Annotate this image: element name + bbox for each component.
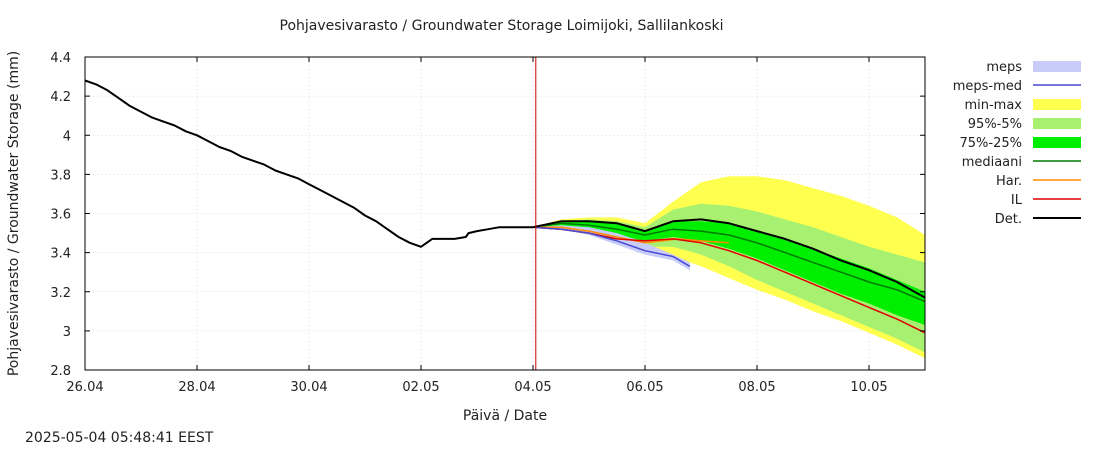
legend-label: IL [1011,193,1023,208]
x-tick-label: 04.05 [514,380,551,395]
y-tick-label: 3.8 [50,168,71,183]
y-tick-label: 4.2 [50,90,71,105]
chart-title: Pohjavesivarasto / Groundwater Storage L… [279,18,724,34]
timestamp: 2025-05-04 05:48:41 EEST [25,430,214,446]
x-tick-label: 02.05 [402,380,439,395]
series-Har. [533,226,730,244]
legend: meps meps-med min-max 95%-5% 75%-25% mediaani… [953,60,1081,227]
series-meps-med [532,226,691,267]
band-min-max [533,176,925,359]
bands-layer [533,176,925,359]
y-tick-label: 2.8 [50,364,71,379]
series-layer [84,79,926,334]
y-tick-label: 3.6 [50,208,71,223]
legend-swatch [1033,118,1081,129]
y-tick-label: 3.4 [50,247,71,262]
legend-label: mediaani [962,155,1022,170]
legend-label: 95%-5% [968,117,1022,132]
x-tick-label: 08.05 [738,380,775,395]
legend-label: Har. [996,174,1022,189]
legend-label: 75%-25% [960,136,1022,151]
legend-label: Det. [995,212,1022,227]
axis-ticks: 26.04 28.04 30.04 02.05 04.05 06.05 08.05 10.05… [50,51,925,395]
legend-label: meps [986,60,1022,75]
legend-swatch [1033,99,1081,110]
x-tick-label: 30.04 [290,380,327,395]
x-axis-label: Päivä / Date [463,408,547,424]
y-tick-label: 4.4 [50,51,71,66]
y-tick-label: 3 [63,325,71,340]
band-meps [533,225,690,271]
x-tick-label: 10.05 [850,380,887,395]
band-75%-25% [533,221,925,325]
legend-label: meps-med [953,79,1022,94]
x-tick-label: 26.04 [66,380,103,395]
y-tick-label: 3.2 [50,286,71,301]
series-mediaani [532,222,926,303]
x-tick-label: 28.04 [178,380,215,395]
series-Det. [84,79,926,299]
legend-label: min-max [964,98,1022,113]
x-tick-label: 06.05 [626,380,663,395]
legend-swatch [1033,61,1081,72]
y-tick-label: 4 [63,129,71,144]
legend-swatch [1033,137,1081,148]
y-axis-label: Pohjavesivarasto / Groundwater Storage (… [6,51,22,376]
